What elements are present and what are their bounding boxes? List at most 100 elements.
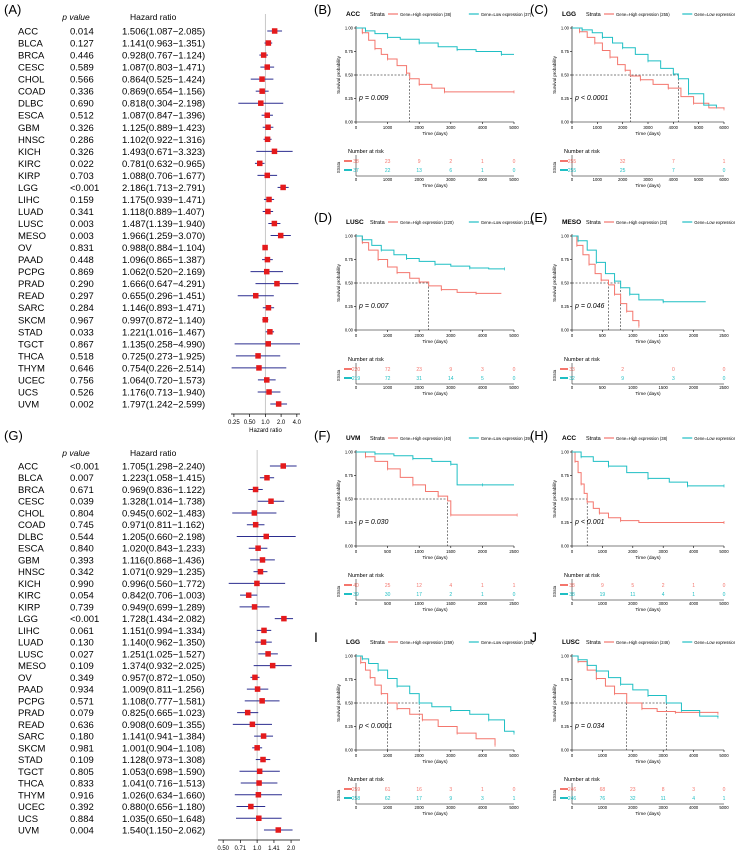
y-tick-label: 0.25 bbox=[561, 304, 570, 309]
risk-count-high: 61 bbox=[385, 787, 391, 793]
hazard-ratio-text: 0.945(0.602−1.483) bbox=[122, 508, 205, 519]
cancer-label: THCA bbox=[18, 779, 45, 790]
y-tick-label: 0.00 bbox=[345, 748, 354, 753]
x-tick-label: 6000 bbox=[719, 125, 729, 130]
risk-count-high: 0 bbox=[723, 367, 726, 373]
legend-title: Strata bbox=[370, 436, 386, 442]
hr-point bbox=[255, 353, 261, 359]
y-axis-label: Survival probability bbox=[336, 263, 341, 302]
cancer-label: THYM bbox=[18, 790, 45, 801]
hr-point bbox=[244, 709, 251, 716]
cancer-label: KIRP bbox=[18, 602, 40, 613]
cancer-label: CHOL bbox=[18, 75, 44, 86]
risk-x-tick-label: 3000 bbox=[446, 177, 456, 182]
risk-x-tick-label: 1000 bbox=[383, 177, 393, 182]
x-tick-label: 4000 bbox=[478, 753, 488, 758]
p-value: 0.004 bbox=[70, 826, 94, 837]
risk-count-low: 4 bbox=[662, 592, 665, 598]
hr-point bbox=[252, 674, 258, 681]
hr-point bbox=[259, 557, 266, 563]
x-axis-label: Time (days) bbox=[422, 131, 448, 137]
cancer-label: GBM bbox=[18, 123, 40, 134]
hr-point bbox=[254, 580, 260, 587]
hazard-ratio-text: 0.842(0.706−1.003) bbox=[122, 591, 205, 602]
cancer-label: KICH bbox=[18, 579, 41, 590]
cancer-label: PRAD bbox=[18, 279, 45, 290]
cancer-label: BLCA bbox=[18, 473, 43, 484]
cancer-label: LIHC bbox=[18, 195, 40, 206]
survival-curve-low bbox=[356, 27, 514, 55]
hazard-ratio-text: 1.966(1.259−3.070) bbox=[122, 231, 205, 242]
survival-curve-low bbox=[572, 451, 724, 487]
risk-x-tick-label: 6000 bbox=[719, 177, 729, 182]
km-panel-B: ACC Strata Gene=High expression (38) Gene=L… bbox=[336, 11, 532, 189]
survival-curve-low bbox=[572, 655, 719, 718]
cancer-label: OV bbox=[18, 673, 32, 684]
risk-count-high: 1 bbox=[481, 159, 484, 165]
hr-point bbox=[254, 686, 261, 692]
y-tick-label: 0.50 bbox=[561, 497, 570, 502]
legend-title: Strata bbox=[370, 12, 386, 18]
y-tick-label: 0.25 bbox=[345, 96, 354, 101]
hazard-ratio-text: 1.087(0.847−1.396) bbox=[122, 111, 205, 122]
y-tick-label: 0.25 bbox=[561, 724, 570, 729]
risk-count-high: 23 bbox=[385, 159, 391, 165]
risk-x-tick-label: 0 bbox=[571, 601, 574, 606]
survival-curve-high bbox=[572, 27, 725, 109]
hazard-ratio-text: 1.128(0.973−1.308) bbox=[122, 755, 205, 766]
km-title: MESO bbox=[562, 219, 581, 226]
p-value: 0.566 bbox=[70, 75, 94, 86]
y-axis-label: Survival probability bbox=[336, 683, 341, 722]
risk-x-tick-label: 1500 bbox=[659, 385, 669, 390]
risk-x-tick-label: 4000 bbox=[669, 177, 679, 182]
p-value: 0.646 bbox=[70, 363, 94, 374]
p-value: 0.690 bbox=[70, 99, 94, 110]
x-tick-label: 2000 bbox=[415, 125, 425, 130]
cancer-label: STAD bbox=[18, 327, 43, 338]
risk-strata-label: Strata bbox=[552, 585, 557, 597]
cancer-label: UCS bbox=[18, 814, 38, 825]
hazard-ratio-text: 1.374(0.932−2.025) bbox=[122, 661, 205, 672]
hazard-ratio-text: 1.146(0.893−1.471) bbox=[122, 303, 205, 314]
risk-count-low: 14 bbox=[448, 376, 454, 382]
risk-count-high: 7 bbox=[672, 159, 675, 165]
hr-point bbox=[274, 280, 280, 287]
p-value: 0.127 bbox=[70, 39, 94, 50]
x-axis-label: Time (days) bbox=[635, 759, 661, 765]
cancer-label: PAAD bbox=[18, 255, 43, 266]
risk-count-high: 1 bbox=[513, 583, 516, 589]
x-tick-label: 3000 bbox=[446, 753, 456, 758]
risk-x-tick-label: 0 bbox=[355, 177, 358, 182]
y-axis-label: Survival probability bbox=[552, 479, 557, 518]
risk-count-low: 2 bbox=[449, 592, 452, 598]
x-axis-label: Time (days) bbox=[635, 339, 661, 345]
x-tick-label: 5000 bbox=[509, 125, 519, 130]
legend-title: Strata bbox=[586, 640, 602, 646]
x-tick-label: 0.50 bbox=[244, 420, 256, 426]
risk-count-high: 40 bbox=[353, 583, 359, 589]
p-value: <0.001 bbox=[70, 183, 99, 194]
p-value: 0.745 bbox=[70, 520, 94, 531]
survival-curve-high bbox=[356, 27, 514, 93]
cancer-label: LIHC bbox=[18, 626, 40, 637]
risk-count-high: 23 bbox=[630, 787, 636, 793]
hazard-ratio-text: 1.251(1.025−1.527) bbox=[122, 649, 205, 660]
y-tick-label: 1.00 bbox=[561, 654, 570, 659]
hr-point bbox=[256, 815, 262, 822]
risk-count-low: 17 bbox=[416, 796, 422, 802]
x-tick-label: 3000 bbox=[659, 753, 669, 758]
risk-strata-label: Strata bbox=[336, 161, 341, 173]
km-panel-E: MESO Strata Gene=High expression (33) Gene=… bbox=[552, 219, 735, 397]
hr-point bbox=[264, 136, 271, 143]
risk-x-tick-label: 2500 bbox=[509, 601, 519, 606]
x-axis-label: Time (days) bbox=[422, 339, 448, 345]
x-tick-label: 4.0 bbox=[293, 420, 302, 426]
hazard-ratio-text: 1.087(0.803−1.471) bbox=[122, 63, 205, 74]
y-tick-label: 0.75 bbox=[561, 49, 570, 54]
risk-count-low: 0 bbox=[723, 592, 726, 598]
y-tick-label: 0.75 bbox=[561, 257, 570, 262]
p-value: <0.001 bbox=[70, 614, 99, 625]
column-header-hazard-ratio: Hazard ratio bbox=[130, 12, 177, 22]
y-axis-label: Survival probability bbox=[552, 263, 557, 302]
risk-x-tick-label: 2000 bbox=[415, 805, 425, 810]
